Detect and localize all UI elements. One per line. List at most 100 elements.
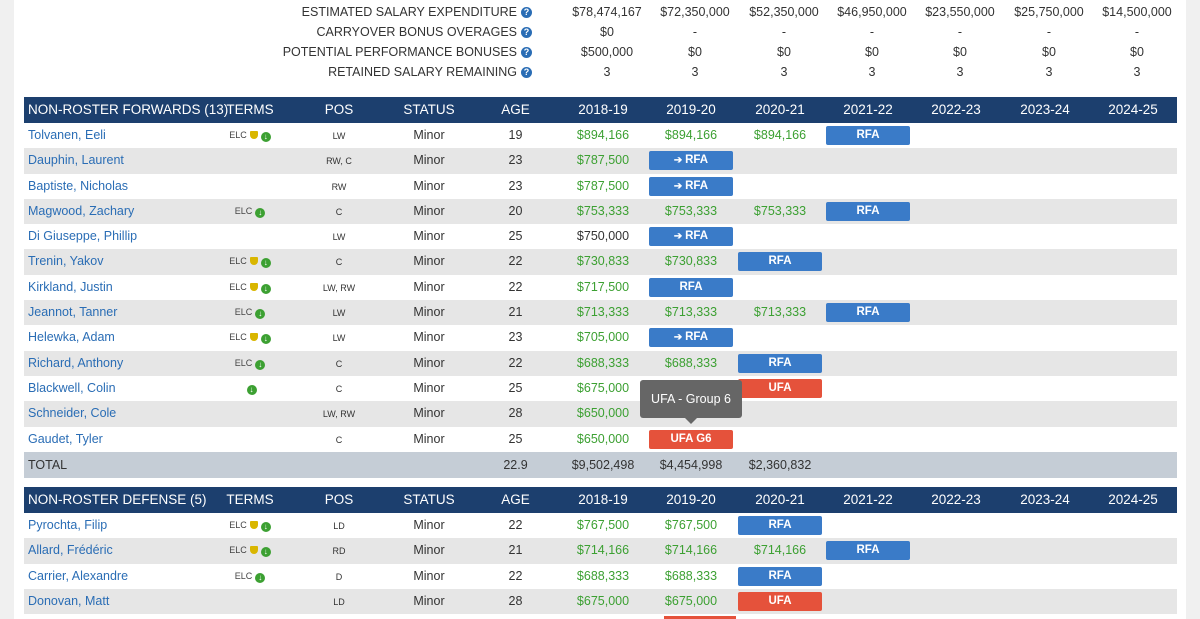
question-circle-icon[interactable]: ?: [521, 7, 532, 18]
ufa-badge[interactable]: UFA: [738, 378, 822, 398]
pos-cell: C: [335, 257, 343, 268]
column-status[interactable]: STATUS: [403, 102, 455, 117]
rfa-badge[interactable]: RFA: [649, 277, 733, 297]
download-circle-icon[interactable]: ↓: [260, 334, 271, 345]
rfa-badge[interactable]: RFA: [738, 353, 822, 373]
rfa-badge[interactable]: RFA: [738, 566, 822, 586]
download-circle-icon[interactable]: ↓: [246, 384, 257, 395]
download-circle-icon[interactable]: ↓: [260, 132, 271, 142]
summary-value: $0: [953, 45, 967, 59]
rfa-badge[interactable]: ➔ RFA: [649, 176, 733, 196]
status-cell: Minor: [413, 153, 445, 168]
question-circle-icon[interactable]: ?: [521, 27, 532, 38]
salary-cell: $767,500: [664, 518, 718, 532]
column-season[interactable]: 2021-22: [843, 492, 893, 507]
summary-value: 3: [1045, 65, 1053, 79]
pos-cell: LW, RW: [322, 282, 356, 293]
summary-row: POTENTIAL PERFORMANCE BONUSES? $500,000 $0…: [14, 42, 1186, 62]
status-cell: Minor: [413, 128, 445, 142]
salary-cell: $688,333: [664, 355, 718, 370]
rfa-badge[interactable]: ➔ RFA: [649, 328, 733, 348]
rfa-badge[interactable]: RFA: [826, 201, 910, 221]
rfa-badge[interactable]: RFA: [826, 126, 910, 145]
ufa-badge[interactable]: UFA: [738, 591, 822, 611]
player-name-link[interactable]: Jeannot, Tanner: [28, 305, 118, 320]
player-name-link[interactable]: Richard, Anthony: [28, 355, 124, 370]
age-cell: 22: [508, 568, 523, 583]
column-status[interactable]: STATUS: [403, 492, 455, 507]
download-circle-icon[interactable]: ↓: [255, 359, 266, 370]
column-season[interactable]: 2021-22: [843, 102, 893, 117]
pos-cell: C: [335, 383, 343, 394]
column-season[interactable]: 2018-19: [578, 102, 628, 117]
player-name-link[interactable]: Baptiste, Nicholas: [28, 178, 129, 193]
download-circle-icon[interactable]: ↓: [260, 522, 271, 532]
download-circle-icon[interactable]: ↓: [260, 258, 271, 269]
column-season[interactable]: 2023-24: [1020, 102, 1070, 117]
column-season[interactable]: 2022-23: [931, 102, 981, 117]
column-age[interactable]: AGE: [501, 102, 530, 117]
column-pos[interactable]: POS: [324, 102, 354, 117]
column-terms[interactable]: TERMS: [226, 102, 274, 117]
column-season[interactable]: 2019-20: [666, 492, 716, 507]
player-name-link[interactable]: Gaudet, Tyler: [28, 431, 103, 446]
column-season[interactable]: 2020-21: [755, 102, 805, 117]
trophy-icon[interactable]: [249, 131, 258, 139]
column-terms[interactable]: TERMS: [226, 492, 274, 507]
player-name-link[interactable]: Dauphin, Laurent: [28, 153, 124, 168]
status-cell: Minor: [413, 431, 445, 446]
status-cell: Minor: [413, 305, 445, 320]
rfa-badge[interactable]: ➔ RFA: [649, 227, 733, 247]
download-circle-icon[interactable]: ↓: [255, 309, 266, 320]
salary-cell: $750,000: [576, 229, 630, 244]
ufa-badge[interactable]: UFA G6: [649, 429, 733, 449]
column-season[interactable]: 2019-20: [666, 102, 716, 117]
rfa-badge[interactable]: RFA: [738, 252, 822, 272]
column-season[interactable]: 2022-23: [931, 492, 981, 507]
player-name-link[interactable]: Tolvanen, Eeli: [28, 128, 106, 142]
rfa-badge[interactable]: RFA: [826, 541, 910, 561]
rfa-badge[interactable]: RFA: [826, 303, 910, 323]
pos-cell: RD: [332, 546, 346, 557]
column-season[interactable]: 2023-24: [1020, 492, 1070, 507]
rfa-badge[interactable]: ➔ RFA: [649, 151, 733, 171]
download-circle-icon[interactable]: ↓: [255, 207, 266, 218]
download-circle-icon[interactable]: ↓: [260, 283, 271, 294]
player-name-link[interactable]: Allard, Frédéric: [28, 543, 113, 558]
player-name-link[interactable]: Schneider, Cole: [28, 406, 117, 421]
column-season[interactable]: 2020-21: [755, 492, 805, 507]
column-season[interactable]: 2024-25: [1108, 102, 1158, 117]
player-name-link[interactable]: Trenin, Yakov: [28, 254, 104, 269]
section-title[interactable]: NON-ROSTER FORWARDS (13): [28, 102, 229, 117]
player-name-link[interactable]: Blackwell, Colin: [28, 380, 116, 395]
trophy-icon[interactable]: [249, 257, 258, 266]
trophy-icon[interactable]: [249, 521, 258, 529]
player-name-link[interactable]: Pyrochta, Filip: [28, 518, 108, 532]
section-title[interactable]: NON-ROSTER DEFENSE (5): [28, 492, 207, 507]
salary-cell: $713,333: [753, 305, 807, 320]
trophy-icon[interactable]: [249, 546, 258, 555]
column-season[interactable]: 2024-25: [1108, 492, 1158, 507]
question-circle-icon[interactable]: ?: [521, 67, 532, 78]
summary-value: $0: [1130, 45, 1144, 59]
column-season[interactable]: 2018-19: [578, 492, 628, 507]
player-name-link[interactable]: Magwood, Zachary: [28, 203, 135, 218]
column-pos[interactable]: POS: [324, 492, 354, 507]
salary-cell: $650,000: [576, 431, 630, 446]
question-circle-icon[interactable]: ?: [521, 47, 532, 58]
trophy-icon[interactable]: [249, 282, 258, 291]
player-name-link[interactable]: Di Giuseppe, Phillip: [28, 229, 138, 244]
rfa-badge[interactable]: RFA: [738, 516, 822, 535]
player-name-link[interactable]: Helewka, Adam: [28, 330, 115, 345]
download-circle-icon[interactable]: ↓: [255, 572, 266, 583]
badge-text: RFA: [856, 129, 880, 141]
status-cell: Minor: [413, 406, 445, 421]
player-name-link[interactable]: Carrier, Alexandre: [28, 568, 129, 583]
player-name-link[interactable]: Donovan, Matt: [28, 593, 110, 608]
column-age[interactable]: AGE: [501, 492, 530, 507]
player-name-link[interactable]: Kirkland, Justin: [28, 279, 113, 294]
download-circle-icon[interactable]: ↓: [260, 547, 271, 558]
trophy-icon[interactable]: [249, 333, 258, 342]
salary-cell: $675,000: [664, 593, 718, 608]
status-tooltip: UFA - Group 6: [640, 380, 742, 424]
